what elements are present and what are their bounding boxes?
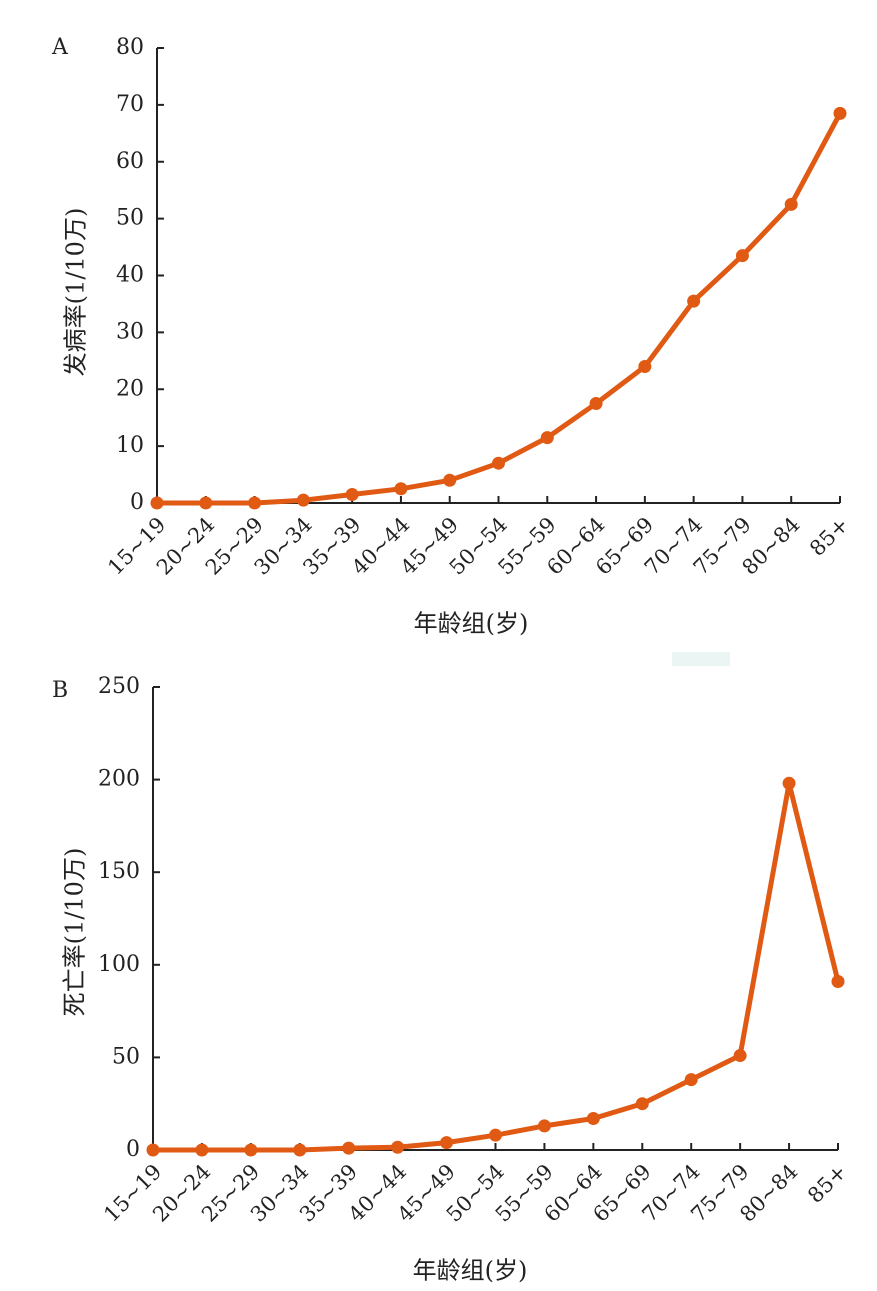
data-point: [199, 496, 213, 510]
data-point: [586, 1112, 600, 1126]
y-tick-marks-a: [157, 47, 164, 504]
series-line-b: [150, 780, 841, 1153]
y-ticks-a: 0 10 20 30 40 50 60 70 80: [116, 35, 144, 515]
markers-a: [150, 106, 847, 510]
y-tick-label: 10: [116, 433, 144, 458]
y-tick-label: 200: [98, 767, 140, 792]
data-point: [489, 1128, 502, 1142]
series-line-a: [154, 110, 843, 506]
data-point: [244, 1143, 258, 1157]
y-tick-label: 250: [98, 674, 140, 699]
data-point: [540, 431, 554, 445]
y-tick-label: 100: [98, 952, 140, 977]
chart-panel-b: B 0 50 100 150 200 250 15~1920~2425~2930…: [52, 674, 851, 1285]
y-tick-label: 50: [112, 1044, 140, 1069]
data-point: [146, 1143, 160, 1157]
data-point: [443, 473, 457, 487]
panel-label-a: A: [51, 35, 69, 60]
panel-label-b: B: [52, 678, 68, 703]
y-axis-title-b: 死亡率(1/10万): [61, 848, 89, 1017]
y-tick-label: 70: [116, 92, 144, 117]
x-ticks-a: 15~1920~2425~2930~3435~3940~4445~4950~54…: [103, 512, 853, 579]
data-point: [440, 1136, 454, 1150]
data-point: [687, 294, 701, 308]
y-tick-label: 40: [116, 263, 144, 288]
x-ticks-b: 15~1920~2425~2930~3435~3940~4445~4950~54…: [99, 1159, 851, 1226]
y-tick-label: 20: [116, 376, 144, 401]
data-point: [635, 1097, 649, 1111]
data-point: [782, 776, 796, 790]
x-tick-label: 85+: [805, 512, 853, 560]
y-ticks-b: 0 50 100 150 200 250: [98, 674, 140, 1162]
y-tick-marks-b: [153, 686, 160, 1151]
data-point: [733, 1049, 747, 1063]
y-tick-label: 0: [126, 1137, 140, 1162]
data-point: [537, 1119, 551, 1133]
data-point: [831, 974, 845, 988]
data-point: [492, 456, 505, 470]
data-point: [833, 106, 847, 120]
y-tick-label: 80: [116, 35, 144, 60]
data-point: [391, 1140, 405, 1154]
data-point: [342, 1141, 356, 1155]
y-tick-label: 30: [116, 319, 144, 344]
data-point: [735, 249, 749, 263]
data-point: [784, 197, 798, 211]
data-point: [150, 496, 164, 510]
data-point: [296, 493, 310, 507]
data-point: [589, 396, 603, 410]
y-tick-label: 50: [116, 206, 144, 231]
data-point: [248, 496, 262, 510]
y-tick-label: 0: [130, 490, 144, 515]
data-point: [684, 1073, 698, 1087]
data-point: [293, 1143, 307, 1157]
chart-panel-a: A 0 10 20 30 40 50 60 70 80 15~1920~2425…: [51, 35, 853, 638]
y-axis-title-a: 发病率(1/10万): [62, 208, 90, 377]
data-point: [195, 1143, 209, 1157]
x-axis-title-b: 年龄组(岁): [413, 1257, 528, 1285]
markers-b: [146, 776, 845, 1157]
data-point: [638, 360, 652, 373]
data-point: [394, 482, 408, 496]
y-tick-label: 150: [98, 859, 140, 884]
data-point: [345, 487, 359, 501]
x-tick-label: 85+: [803, 1159, 851, 1207]
y-tick-label: 60: [116, 149, 144, 174]
scan-artifact: [672, 652, 730, 666]
x-axis-title-a: 年龄组(岁): [414, 610, 529, 638]
